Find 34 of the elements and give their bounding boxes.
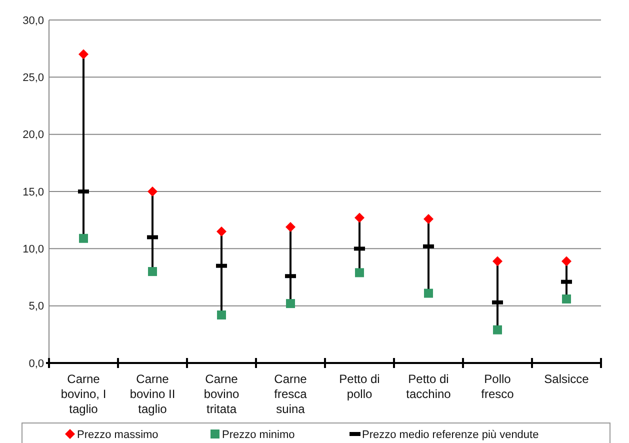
- point: [217, 310, 226, 320]
- legend-label: Prezzo massimo: [77, 428, 158, 441]
- x-tick-label: Salsicce: [544, 372, 590, 386]
- point: [354, 212, 364, 223]
- point: [562, 256, 572, 266]
- point: [216, 226, 226, 237]
- x-tick-label: Petto di pollo: [339, 372, 380, 401]
- point: [562, 294, 571, 304]
- y-tick-label: 0,0: [28, 358, 44, 370]
- y-tick-label: 30,0: [22, 14, 44, 27]
- legend-label: Prezzo minimo: [222, 428, 295, 441]
- point: [355, 268, 364, 278]
- y-tick-label: 25,0: [22, 72, 44, 84]
- point: [148, 186, 158, 196]
- point: [79, 234, 88, 243]
- x-tick-label: Carne bovino II taglio: [130, 372, 176, 416]
- y-tick-label: 20,0: [22, 129, 44, 142]
- point: [286, 222, 296, 232]
- y-tick-label: 15,0: [22, 186, 44, 198]
- x-tick-label: Petto di tacchino: [406, 372, 452, 401]
- point: [492, 256, 502, 266]
- point: [424, 214, 434, 224]
- point: [286, 299, 295, 308]
- point: [78, 49, 88, 60]
- x-tick-label: Carne bovino tritata: [204, 372, 240, 416]
- y-tick-label: 5,0: [28, 300, 44, 313]
- point: [493, 325, 502, 334]
- x-tick-label: Carne fresca suina: [274, 372, 308, 416]
- y-tick-label: 10,0: [22, 244, 44, 256]
- x-tick-label: Carne bovino, I taglio: [60, 372, 106, 416]
- point: [424, 288, 433, 298]
- legend-label: Prezzo medio referenze più vendute: [362, 428, 539, 441]
- x-tick-label: Pollo fresco: [481, 372, 514, 401]
- point: [148, 267, 157, 276]
